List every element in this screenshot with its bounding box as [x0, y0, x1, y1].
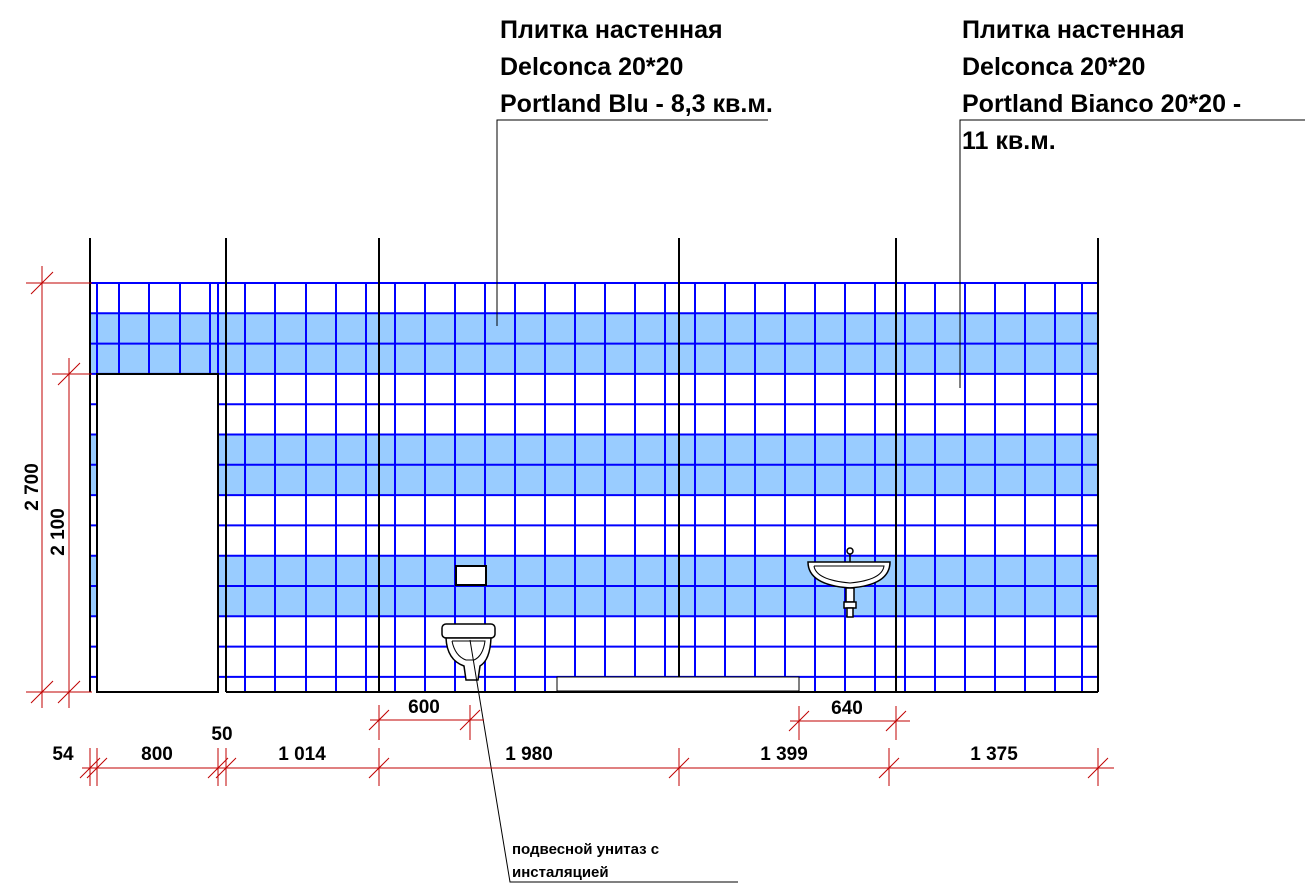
callout-leaders: [469, 119, 1305, 883]
dimension-height-door: 2 100: [48, 508, 69, 556]
callout-bianco-line1: Плитка настенная: [962, 16, 1185, 44]
dimension-width-800: 800: [141, 744, 173, 765]
callout-bianco: Плитка настенная Delconca 20*20 Portland…: [962, 16, 1241, 155]
callout-bianco-line2: Delconca 20*20: [962, 53, 1145, 81]
horizontal-dimensions: [79, 705, 1114, 786]
dimension-width-1399: 1 399: [760, 744, 808, 765]
dimension-width-1980: 1 980: [505, 744, 553, 765]
dimension-height-total: 2 700: [22, 463, 43, 511]
dimension-width-50: 50: [211, 724, 232, 745]
callout-toilet-line1: подвесной унитаз с: [512, 841, 659, 858]
leader-bianco: [959, 119, 1305, 388]
width-dimension-labels: 54 800 50 1 014 1 980 1 399 1 375 600 64…: [52, 697, 1018, 765]
dimension-width-1014: 1 014: [278, 744, 326, 765]
dimension-width-54: 54: [52, 744, 74, 765]
tile-field: [90, 282, 1098, 693]
callout-bianco-line4: 11 кв.м.: [962, 127, 1056, 155]
wall-hung-toilet-icon: [441, 623, 496, 681]
flush-button-icon: [455, 565, 487, 586]
callout-blu: Плитка настенная Delconca 20*20 Portland…: [500, 16, 773, 118]
callout-toilet-line2: инсталяцией: [512, 864, 609, 881]
callout-blu-line2: Delconca 20*20: [500, 53, 683, 81]
callout-blu-line3: Portland Blu - 8,3 кв.м.: [500, 90, 773, 118]
wall-corner-lines: [89, 238, 1099, 693]
washbasin-icon: [807, 547, 891, 618]
leader-blu: [496, 119, 768, 326]
callout-blu-line1: Плитка настенная: [500, 16, 723, 44]
leader-toilet: [469, 639, 738, 883]
floor-threshold: [556, 676, 800, 692]
dimension-toilet-width: 600: [408, 697, 440, 718]
dimension-sink-width: 640: [831, 698, 863, 719]
door-opening: [96, 373, 219, 693]
callout-toilet: подвесной унитаз с инсталяцией: [512, 841, 659, 881]
dimension-width-1375: 1 375: [970, 744, 1018, 765]
callout-bianco-line3: Portland Bianco 20*20 -: [962, 90, 1241, 118]
vertical-dimensions: [26, 266, 92, 708]
